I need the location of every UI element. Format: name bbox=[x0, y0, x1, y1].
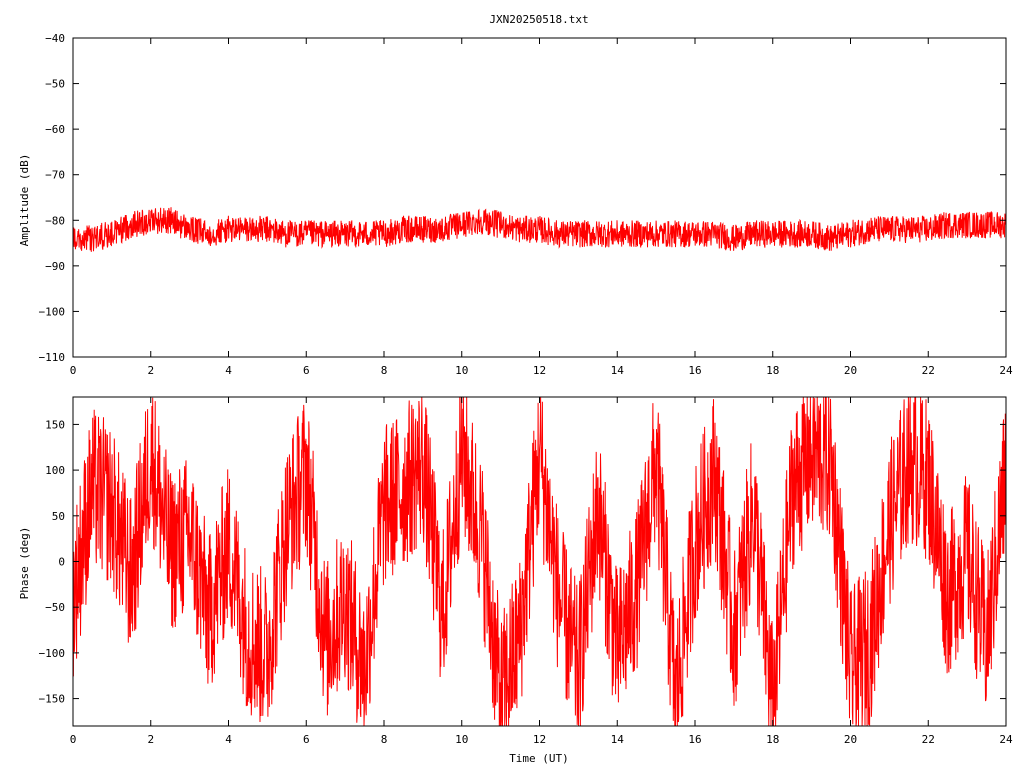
amplitude-y-tick-label: −90 bbox=[45, 260, 65, 273]
amplitude-y-axis-label: Amplitude (dB) bbox=[18, 154, 31, 247]
time-x-axis-label: Time (UT) bbox=[509, 752, 569, 765]
phase-panel: Phase (deg) Time (UT) 0 2 4 6 8 10 12 14 16 18 20 2… bbox=[18, 396, 1013, 765]
amplitude-x-tick-label: 16 bbox=[688, 364, 701, 377]
amplitude-series-0 bbox=[72, 207, 1007, 252]
phase-x-tick-label: 4 bbox=[225, 733, 232, 746]
amplitude-x-tick-label: 2 bbox=[147, 364, 154, 377]
phase-x-tick-label: 8 bbox=[381, 733, 388, 746]
phase-x-tick-label: 20 bbox=[844, 733, 857, 746]
phase-x-tick-label: 24 bbox=[999, 733, 1013, 746]
amplitude-x-tick-label: 8 bbox=[381, 364, 388, 377]
amplitude-x-tick-label: 12 bbox=[533, 364, 546, 377]
amplitude-x-tick-label: 4 bbox=[225, 364, 232, 377]
amplitude-panel: Amplitude (dB) 0 2 4 6 8 10 12 14 16 18 20 22 24−110… bbox=[18, 32, 1013, 377]
amplitude-x-tick-label: 10 bbox=[455, 364, 468, 377]
phase-x-tick-label: 12 bbox=[533, 733, 546, 746]
amplitude-y-tick-label: −70 bbox=[45, 169, 65, 182]
phase-series-0 bbox=[72, 396, 1007, 727]
amplitude-y-tick-label: −50 bbox=[45, 78, 65, 91]
amplitude-x-tick-label: 0 bbox=[70, 364, 77, 377]
phase-y-tick-label: 150 bbox=[45, 418, 65, 431]
amplitude-y-tick-label: −40 bbox=[45, 32, 65, 45]
phase-x-tick-label: 6 bbox=[303, 733, 310, 746]
phase-x-tick-label: 16 bbox=[688, 733, 701, 746]
amplitude-y-tick-label: −80 bbox=[45, 214, 65, 227]
amplitude-y-tick-label: −110 bbox=[39, 351, 66, 364]
amplitude-x-tick-label: 22 bbox=[922, 364, 935, 377]
phase-x-tick-label: 14 bbox=[611, 733, 625, 746]
amplitude-x-tick-label: 6 bbox=[303, 364, 310, 377]
phase-x-tick-label: 10 bbox=[455, 733, 468, 746]
phase-y-tick-label: 100 bbox=[45, 464, 65, 477]
phase-y-axis-label: Phase (deg) bbox=[18, 527, 31, 600]
amplitude-y-tick-label: −60 bbox=[45, 123, 65, 136]
phase-y-tick-label: 0 bbox=[58, 556, 65, 569]
phase-x-tick-label: 2 bbox=[147, 733, 154, 746]
amplitude-x-tick-label: 20 bbox=[844, 364, 857, 377]
phase-x-tick-label: 0 bbox=[70, 733, 77, 746]
phase-x-tick-label: 22 bbox=[922, 733, 935, 746]
phase-y-tick-label: −100 bbox=[39, 647, 66, 660]
amplitude-x-tick-label: 14 bbox=[611, 364, 625, 377]
chart-title: JXN20250518.txt bbox=[489, 13, 588, 26]
amplitude-x-tick-label: 24 bbox=[999, 364, 1013, 377]
phase-y-tick-label: −50 bbox=[45, 601, 65, 614]
amplitude-x-tick-label: 18 bbox=[766, 364, 779, 377]
phase-y-tick-label: 50 bbox=[52, 510, 65, 523]
phase-x-tick-label: 18 bbox=[766, 733, 779, 746]
amplitude-y-tick-label: −100 bbox=[39, 305, 66, 318]
phase-y-tick-label: −150 bbox=[39, 693, 66, 706]
